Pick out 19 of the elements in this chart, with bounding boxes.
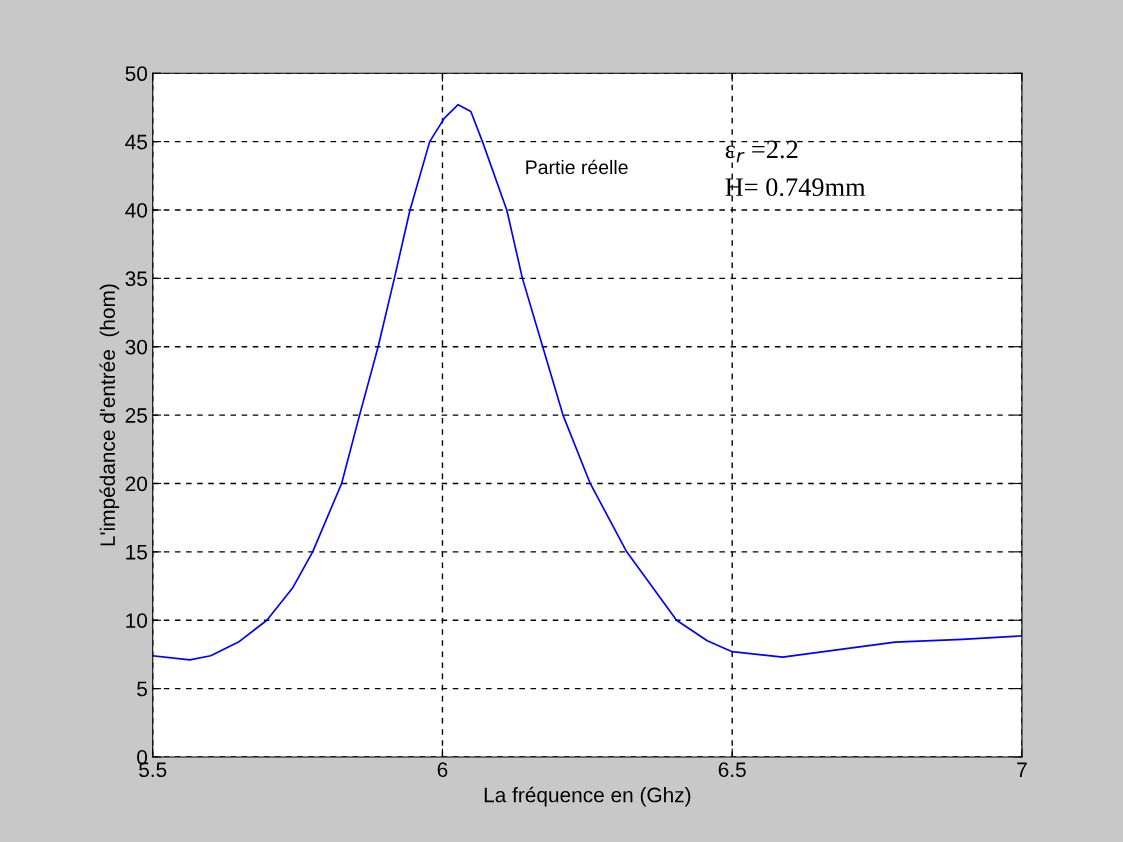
y-tick-label: 35 (125, 271, 147, 287)
line-series (152, 103, 1022, 661)
y-tick-label: 25 (125, 408, 147, 423)
annotation: H= 0.749mm (725, 178, 866, 197)
x-tick-label: 7 (1017, 762, 1027, 777)
x-tick-label: 6.5 (718, 762, 746, 778)
x-tick-label: 6 (437, 762, 448, 778)
y-tick-label: 45 (125, 134, 147, 150)
y-tick-label: 30 (125, 339, 148, 355)
annotation: ε$_{r}$ =2.2 (725, 140, 798, 163)
y-tick-label: 40 (125, 203, 148, 218)
y-tick-label: 15 (126, 545, 147, 560)
y-tick-label: 5 (137, 681, 147, 697)
annotation: Partie réelle (526, 159, 628, 175)
y-axis-title: L'impédance d'entrée (hom) (99, 284, 120, 546)
y-tick-label: 50 (125, 66, 148, 82)
x-axis-title: La fréquence en (Ghz) (484, 786, 691, 807)
y-tick-label: 20 (125, 476, 148, 492)
y-tick-label: 10 (126, 613, 148, 628)
